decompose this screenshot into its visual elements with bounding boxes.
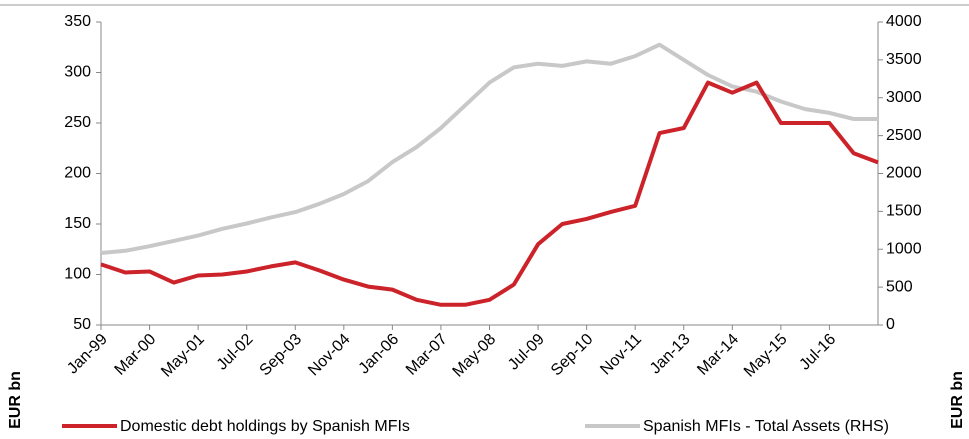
y2-axis-label: EUR bn <box>949 371 966 429</box>
y2-tick-label: 3500 <box>886 51 922 68</box>
series-line <box>100 80 879 307</box>
y-tick-label: 50 <box>73 316 91 333</box>
y-tick-label: 350 <box>64 13 91 30</box>
legend-label: Domestic debt holdings by Spanish MFIs <box>120 418 410 435</box>
x-tick-label: Sep-03 <box>257 331 306 380</box>
y-tick-label: 150 <box>64 215 91 232</box>
y2-tick-label: 2000 <box>886 165 922 182</box>
y2-tick-label: 2500 <box>886 127 922 144</box>
series-line <box>100 42 878 255</box>
y-tick-label: 300 <box>64 64 91 81</box>
x-tick-label: Jul-09 <box>505 331 548 374</box>
legend-label: Spanish MFIs - Total Assets (RHS) <box>643 418 889 435</box>
y2-tick-label: 0 <box>886 316 895 333</box>
y2-tick-label: 1000 <box>886 240 922 257</box>
x-tick-label: Mar-00 <box>112 331 160 379</box>
x-tick-label: Mar-07 <box>403 331 451 379</box>
x-tick-label: May-08 <box>450 331 500 381</box>
x-tick-label: Nov-11 <box>597 331 645 379</box>
x-tick-label: Jan-06 <box>356 331 403 378</box>
y2-tick-label: 1500 <box>886 203 922 220</box>
x-tick-label: Nov-04 <box>305 331 354 380</box>
x-tick-label: May-01 <box>158 331 208 381</box>
x-tick-label: Mar-14 <box>694 331 742 379</box>
y-tick-label: 200 <box>64 165 91 182</box>
y-tick-label: 250 <box>64 114 91 131</box>
y2-tick-label: 500 <box>886 278 913 295</box>
y2-tick-label: 4000 <box>886 13 922 30</box>
x-tick-label: Jul-16 <box>796 331 839 374</box>
y-axis-label: EUR bn <box>7 371 24 429</box>
x-tick-label: May-15 <box>741 331 791 381</box>
x-tick-label: Jan-99 <box>64 331 111 378</box>
y-tick-label: 100 <box>64 266 91 283</box>
x-tick-label: Jul-02 <box>214 331 257 374</box>
x-tick-label: Jan-13 <box>647 331 694 378</box>
y2-tick-label: 3000 <box>886 89 922 106</box>
x-tick-label: Sep-10 <box>548 331 597 380</box>
